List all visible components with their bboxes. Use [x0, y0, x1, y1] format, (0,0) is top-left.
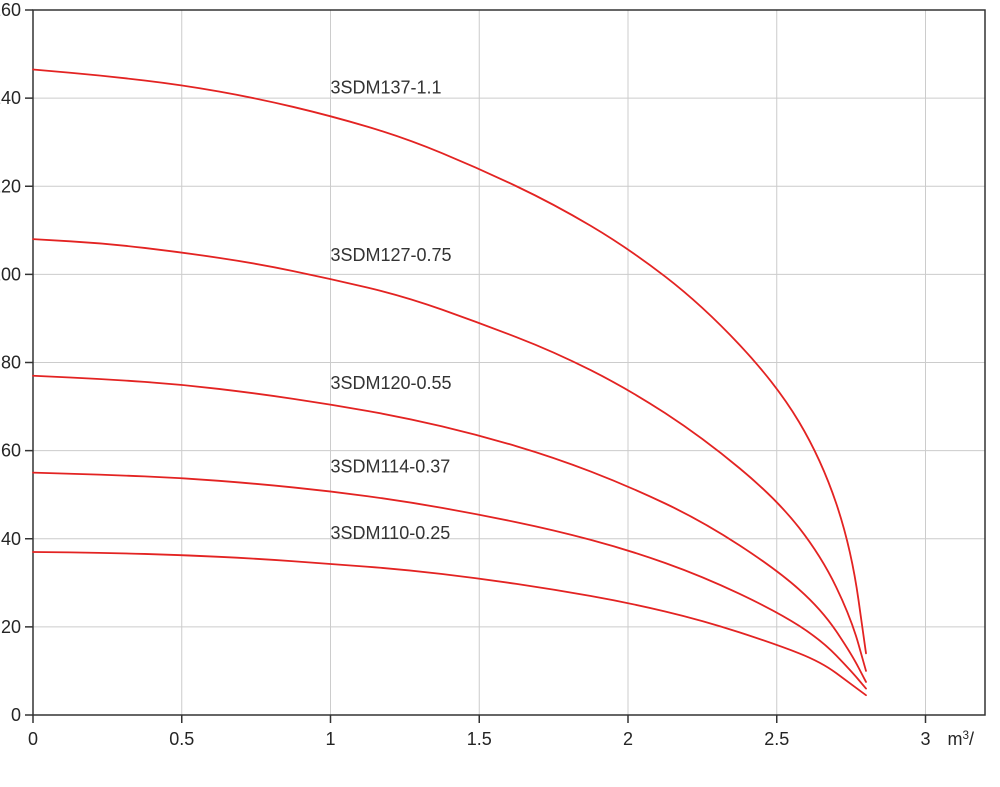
y-tick-label: 60 — [1, 441, 21, 461]
x-axis-unit: m3/ — [948, 729, 975, 749]
series-label: 3SDM127-0.75 — [331, 245, 452, 265]
x-tick-label: 2.5 — [764, 729, 789, 749]
series-label: 3SDM114-0.37 — [331, 457, 451, 477]
y-tick-label: 100 — [0, 264, 21, 284]
y-tick-label: 0 — [11, 705, 21, 725]
series-label: 3SDM120-0.55 — [331, 373, 452, 393]
y-tick-label: 120 — [0, 176, 21, 196]
x-tick-label: 0 — [28, 729, 38, 749]
y-tick-label: 160 — [0, 0, 21, 20]
x-tick-label: 1 — [325, 729, 335, 749]
x-tick-label: 2 — [623, 729, 633, 749]
y-tick-label: 80 — [1, 353, 21, 373]
series-label: 3SDM110-0.25 — [331, 523, 451, 543]
x-tick-label: 1.5 — [467, 729, 492, 749]
series-label: 3SDM137-1.1 — [331, 78, 442, 98]
y-tick-label: 40 — [1, 529, 21, 549]
x-tick-label: 3 — [920, 729, 930, 749]
pump-curve-chart: 00.511.522.53020406080100120140160m3/Tot… — [0, 0, 1000, 787]
y-tick-label: 20 — [1, 617, 21, 637]
y-tick-label: 140 — [0, 88, 21, 108]
x-tick-label: 0.5 — [169, 729, 194, 749]
